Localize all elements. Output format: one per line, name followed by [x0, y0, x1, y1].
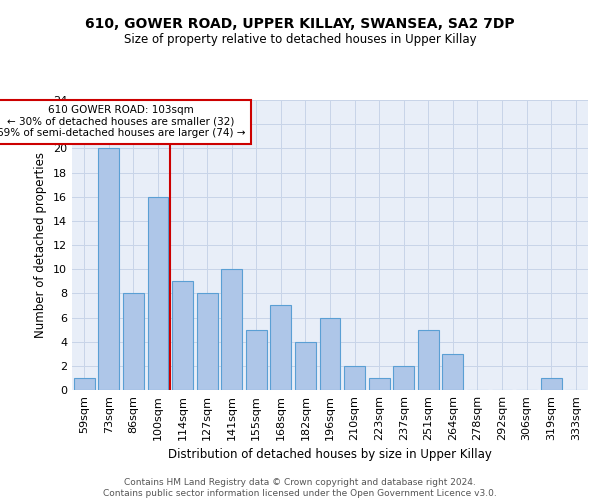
Bar: [368, 378, 389, 390]
Bar: [246, 330, 267, 390]
Bar: [442, 354, 463, 390]
Bar: [123, 294, 144, 390]
Bar: [74, 378, 95, 390]
Bar: [148, 196, 169, 390]
Y-axis label: Number of detached properties: Number of detached properties: [34, 152, 47, 338]
Bar: [98, 148, 119, 390]
Bar: [221, 269, 242, 390]
Bar: [344, 366, 365, 390]
Bar: [295, 342, 316, 390]
Text: Size of property relative to detached houses in Upper Killay: Size of property relative to detached ho…: [124, 32, 476, 46]
Bar: [320, 318, 340, 390]
Bar: [271, 306, 292, 390]
Text: 610 GOWER ROAD: 103sqm
← 30% of detached houses are smaller (32)
69% of semi-det: 610 GOWER ROAD: 103sqm ← 30% of detached…: [0, 105, 245, 138]
Text: Contains HM Land Registry data © Crown copyright and database right 2024.
Contai: Contains HM Land Registry data © Crown c…: [103, 478, 497, 498]
Bar: [541, 378, 562, 390]
Bar: [418, 330, 439, 390]
Text: 610, GOWER ROAD, UPPER KILLAY, SWANSEA, SA2 7DP: 610, GOWER ROAD, UPPER KILLAY, SWANSEA, …: [85, 18, 515, 32]
Bar: [197, 294, 218, 390]
Bar: [172, 281, 193, 390]
X-axis label: Distribution of detached houses by size in Upper Killay: Distribution of detached houses by size …: [168, 448, 492, 462]
Bar: [393, 366, 414, 390]
